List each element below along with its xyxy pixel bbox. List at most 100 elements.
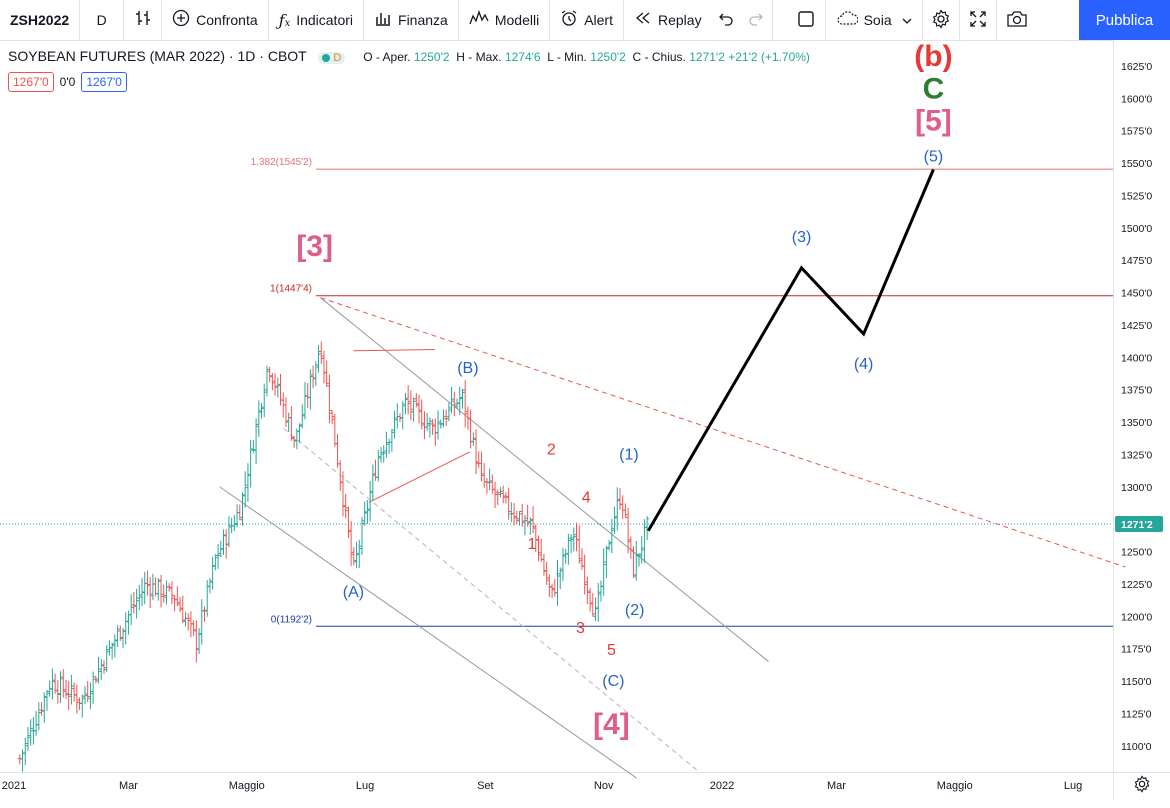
y-tick-label: 1200'0	[1121, 611, 1152, 623]
wave-label: (b)	[914, 40, 952, 73]
x-tick-label: Maggio	[937, 780, 973, 792]
y-tick-label: 1575'0	[1121, 126, 1152, 138]
templates-button[interactable]: Modelli	[459, 0, 551, 40]
camera-icon	[1006, 10, 1028, 31]
gear-icon	[1133, 774, 1151, 798]
buy-button[interactable]: 1267'0	[81, 72, 127, 92]
wave-label: C	[923, 72, 945, 105]
spread-value: 0'0	[59, 75, 76, 89]
ohlc-values: O - Aper. 1250'2 H - Max. 1274'6 L - Min…	[363, 50, 810, 64]
fib-level-label: 0(1192'2)	[271, 614, 312, 625]
save-layout-button[interactable]: Soia	[824, 0, 923, 40]
open-label: O - Aper.	[363, 50, 411, 64]
y-tick-label: 1600'0	[1121, 93, 1152, 105]
bar-style-button[interactable]	[124, 0, 163, 40]
y-tick-label: 1325'0	[1121, 449, 1152, 461]
wave-label: 1	[527, 536, 536, 553]
bar-chart-icon	[374, 9, 392, 32]
alert-button[interactable]: Alert	[550, 0, 624, 40]
wave-label: (2)	[625, 602, 645, 619]
replay-button[interactable]: Replay	[624, 0, 712, 40]
publish-button[interactable]: Pubblica	[1079, 0, 1170, 40]
x-tick-label: Maggio	[229, 780, 265, 792]
y-tick-label: 1400'0	[1121, 352, 1152, 364]
last-price-tag	[1115, 515, 1163, 532]
fullscreen-icon	[969, 10, 987, 31]
wave-label: (B)	[457, 360, 478, 377]
y-tick-label: 1350'0	[1121, 417, 1152, 429]
trendline	[219, 486, 637, 779]
layout-name: Soia	[863, 12, 892, 28]
symbol-search-button[interactable]: ZSH2022	[0, 0, 81, 40]
axis-settings-button[interactable]	[1130, 774, 1154, 798]
sell-button[interactable]: 1267'0	[8, 72, 54, 92]
wave-label: 4	[582, 489, 591, 506]
trendline	[368, 451, 471, 503]
x-tick-label: Lug	[1064, 780, 1082, 792]
x-tick-label: Nov	[594, 780, 614, 792]
y-tick-label: 1150'0	[1121, 676, 1152, 688]
order-panel: 1267'0 0'0 1267'0	[8, 72, 127, 92]
wave-label: (C)	[602, 673, 624, 690]
price-axis-panel	[1113, 40, 1170, 800]
chevron-down-icon	[1148, 51, 1156, 63]
y-tick-label: 1300'0	[1121, 482, 1152, 494]
trendline	[353, 348, 435, 352]
wave-label: 3	[576, 620, 585, 637]
y-tick-label: 1475'0	[1121, 255, 1152, 267]
chevron-down-icon	[902, 12, 912, 28]
last-price-label: 1271'2	[1121, 519, 1153, 531]
financials-button[interactable]: Finanza	[364, 0, 459, 40]
gear-icon	[931, 8, 951, 32]
y-tick-label: 1525'0	[1121, 190, 1152, 202]
high-label: H - Max.	[456, 50, 502, 64]
currency-selector[interactable]: USX	[1122, 46, 1158, 68]
fullscreen-button[interactable]	[960, 0, 997, 40]
wave-label: 2	[547, 441, 556, 458]
redo-button[interactable]	[740, 0, 773, 40]
low-value: 1250'2	[590, 50, 626, 64]
bar-style-icon	[134, 9, 152, 32]
replay-label: Replay	[657, 12, 702, 28]
alert-label: Alert	[584, 12, 613, 28]
snapshot-button[interactable]	[997, 0, 1037, 40]
y-tick-label: 1225'0	[1121, 579, 1152, 591]
currency-label: USX	[1124, 51, 1147, 63]
y-tick-label: 1450'0	[1121, 288, 1152, 300]
compare-button[interactable]: Confronta	[162, 0, 269, 40]
y-tick-label: 1425'0	[1121, 320, 1152, 332]
alarm-clock-icon	[560, 9, 578, 32]
wave-label: [4]	[593, 708, 630, 741]
undo-icon	[718, 11, 734, 30]
wave-label: (5)	[924, 149, 944, 166]
pattern-icon	[469, 9, 489, 32]
close-label: C - Chius.	[632, 50, 686, 64]
trendline	[283, 428, 700, 773]
undo-button[interactable]	[712, 0, 740, 40]
x-tick-label: Mar	[119, 780, 138, 792]
x-tick-label: 2022	[710, 780, 734, 792]
y-tick-label: 1250'0	[1121, 547, 1152, 559]
financials-label: Finanza	[398, 12, 448, 28]
function-icon: ƒx	[278, 10, 291, 30]
wave-label: (A)	[343, 584, 364, 601]
y-tick-label: 1500'0	[1121, 223, 1152, 235]
data-source-badge[interactable]: D	[318, 52, 346, 64]
chart-legend: SOYBEAN FUTURES (MAR 2022) · 1D · CBOT D…	[8, 48, 810, 64]
compare-label: Confronta	[196, 12, 258, 28]
y-tick-label: 1175'0	[1121, 644, 1152, 656]
close-value: 1271'2	[689, 50, 725, 64]
rewind-icon	[634, 9, 652, 32]
settings-button[interactable]	[923, 0, 960, 40]
chart-title: SOYBEAN FUTURES (MAR 2022) · 1D · CBOT	[8, 48, 307, 64]
high-value: 1274'6	[504, 50, 541, 64]
wave-label: (4)	[854, 356, 874, 373]
redo-icon	[748, 11, 764, 30]
interval-button[interactable]: D	[80, 0, 125, 40]
plus-circle-icon	[172, 9, 190, 32]
status-dot-icon	[322, 54, 331, 63]
badge-label: D	[333, 52, 342, 64]
wave-label: [5]	[915, 105, 952, 138]
layout-button[interactable]	[787, 0, 825, 40]
indicators-button[interactable]: ƒx Indicatori	[269, 0, 365, 40]
